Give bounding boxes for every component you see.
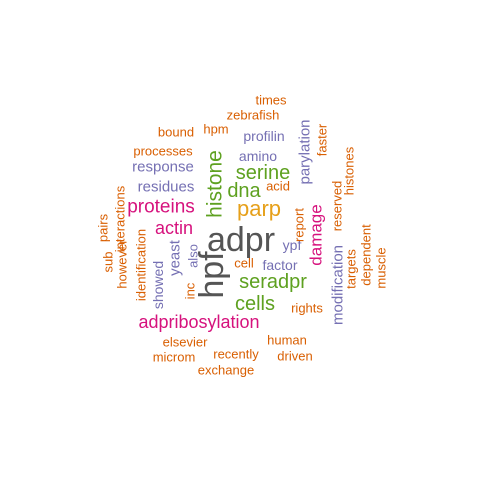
word-serine: serine <box>235 162 291 184</box>
word-yeast: yeast <box>166 240 184 276</box>
word-parylation: parylation <box>296 119 314 185</box>
word-profilin: profilin <box>243 128 285 144</box>
word-exchange: exchange <box>197 362 255 378</box>
word-targets: targets <box>343 249 359 289</box>
word-adpribosylation: adpribosylation <box>138 312 260 332</box>
word-muscle: muscle <box>373 247 389 289</box>
word-identification: identification <box>133 228 149 302</box>
word-adpr: adpr <box>206 221 276 259</box>
word-showed: showed <box>150 260 166 310</box>
word-driven: driven <box>277 348 313 364</box>
word-rights: rights <box>291 300 323 316</box>
word-recently: recently <box>213 346 259 362</box>
word-faster: faster <box>314 123 330 157</box>
word-response: response <box>132 158 194 176</box>
word-human: human <box>267 332 307 348</box>
word-pairs: pairs <box>95 213 111 243</box>
word-inc: inc <box>182 282 198 300</box>
word-amino: amino <box>238 148 278 164</box>
word-histone: histone <box>203 150 227 218</box>
word-however: however <box>114 239 130 289</box>
word-sub: sub <box>100 251 116 273</box>
word-bound: bound <box>157 124 195 140</box>
word-also: also <box>185 244 201 268</box>
word-processes: processes <box>133 143 193 159</box>
word-actin: actin <box>154 218 194 238</box>
word-acid: acid <box>266 178 290 194</box>
word-reserved: reserved <box>329 180 345 232</box>
word-residues: residues <box>137 178 195 196</box>
word-parp: parp <box>236 196 282 221</box>
word-ypf: ypf <box>282 237 302 253</box>
word-cell: cell <box>234 255 254 271</box>
word-report: report <box>291 208 307 242</box>
word-dependent: dependent <box>358 224 374 286</box>
word-factor: factor <box>262 257 298 273</box>
word-times: times <box>255 92 287 108</box>
word-cells: cells <box>234 293 276 315</box>
word-proteins: proteins <box>127 196 195 218</box>
word-zebrafish: zebrafish <box>226 107 280 123</box>
word-dna: dna <box>227 180 261 202</box>
word-seradpr: seradpr <box>239 271 307 293</box>
word-hpm: hpm <box>203 121 229 137</box>
word-elsevier: elsevier <box>162 334 208 350</box>
word-damage: damage <box>306 204 326 266</box>
word-microm: microm <box>152 349 196 365</box>
